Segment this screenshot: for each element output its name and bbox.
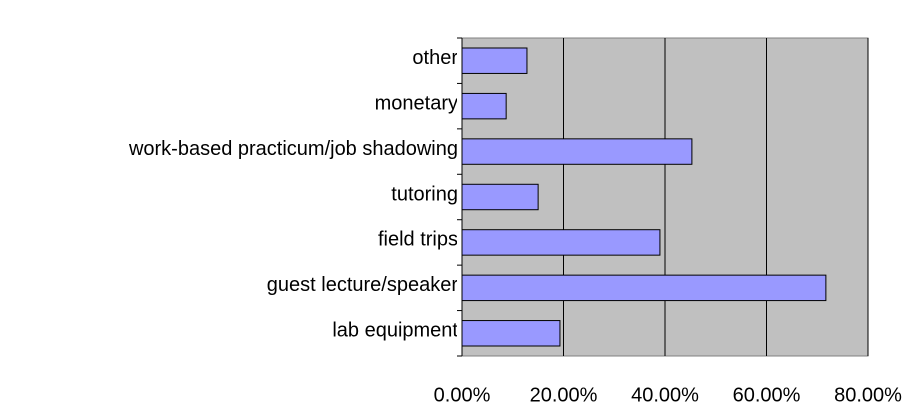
bar [461, 92, 507, 120]
bar [461, 274, 827, 302]
y-tick-label: lab equipment [332, 320, 458, 342]
x-tick-label: 0.00% [434, 384, 491, 406]
x-tick-label: 40.00% [631, 384, 699, 406]
x-tick-label: 20.00% [530, 384, 598, 406]
x-tick-label: 60.00% [733, 384, 801, 406]
x-tick-label: 80.00% [834, 384, 902, 406]
y-tick-label: other [412, 47, 458, 69]
bar [461, 183, 539, 211]
bar [461, 138, 693, 165]
bar [461, 320, 561, 347]
y-tick-label: monetary [375, 92, 458, 114]
y-tick-label: tutoring [391, 183, 458, 205]
y-tick-label: work-based practicum/job shadowing [128, 138, 458, 160]
bar [461, 229, 661, 256]
y-tick-label: guest lecture/speaker [267, 274, 459, 296]
bar [461, 47, 528, 74]
y-tick-label: field trips [378, 229, 458, 251]
